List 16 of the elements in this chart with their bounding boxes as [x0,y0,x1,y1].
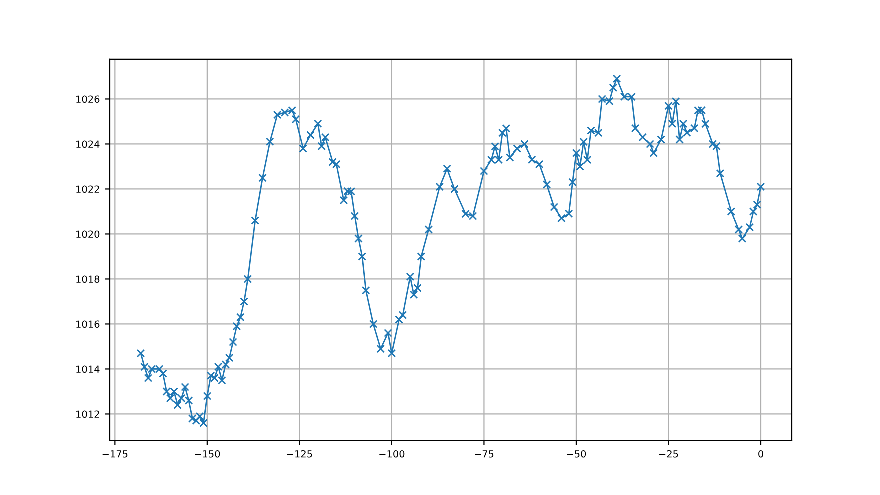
x-tick-label: −150 [195,450,220,458]
x-tick-label: −100 [380,450,405,458]
y-tick-label: 1012 [76,410,100,418]
y-tick-label: 1014 [76,366,100,374]
x-tick-label: −125 [287,450,312,458]
y-tick-label: 1022 [76,186,100,194]
y-tick-label: 1020 [76,230,100,238]
y-tick-label: 1016 [76,320,100,328]
x-tick-label: −50 [567,450,586,458]
y-tick-label: 1024 [76,140,100,148]
x-tick-label: −25 [660,450,678,458]
y-tick-label: 1018 [76,276,100,284]
y-tick-label: 1026 [76,96,100,104]
x-tick-label: −75 [474,450,494,458]
x-tick-label: 0 [758,450,764,458]
x-tick-label: −175 [102,450,128,458]
